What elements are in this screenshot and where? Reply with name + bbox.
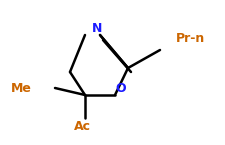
Text: Me: Me	[11, 81, 32, 95]
Text: O: O	[116, 81, 126, 95]
Text: N: N	[92, 21, 102, 35]
Text: Ac: Ac	[74, 119, 90, 133]
Text: Pr-n: Pr-n	[176, 31, 205, 45]
